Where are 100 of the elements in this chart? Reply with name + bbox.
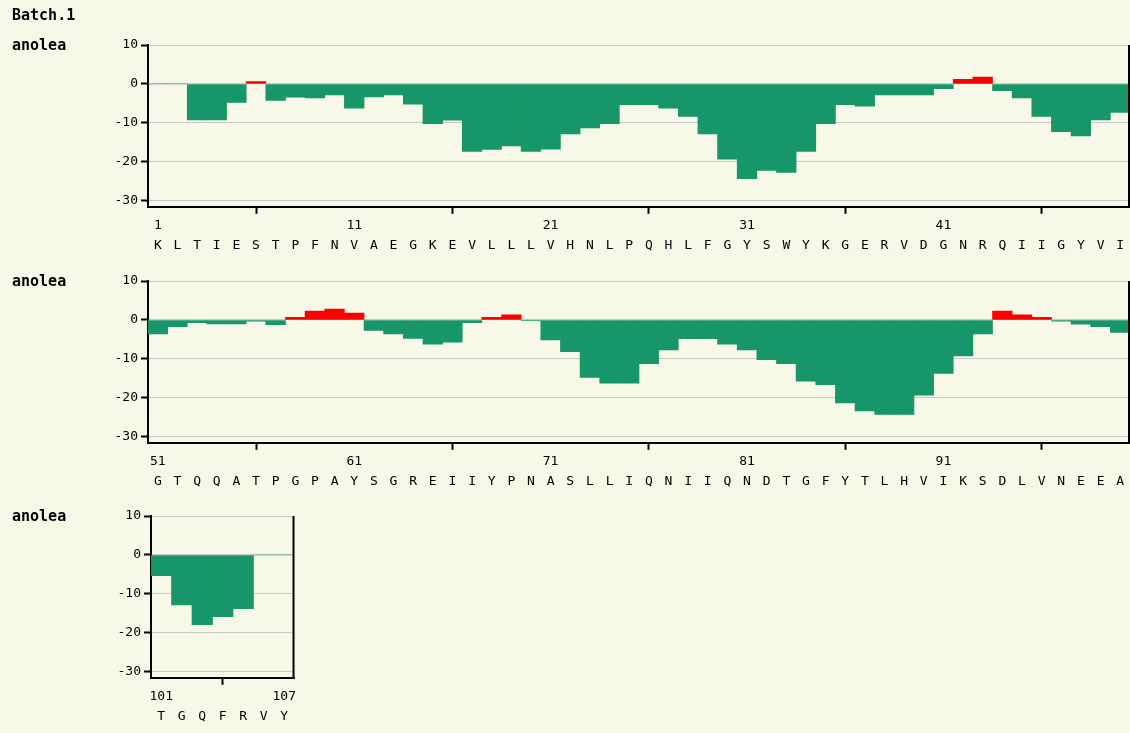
x2-tick-label: 21 xyxy=(542,216,559,232)
x-tick-label: Q xyxy=(193,472,202,488)
x-tick-label: E xyxy=(428,472,437,488)
x-tick-label: G xyxy=(177,707,186,723)
x-tick-label: Y xyxy=(487,472,496,488)
x-tick-label: G xyxy=(802,472,811,488)
x2-tick-label: 41 xyxy=(935,216,952,232)
x-tick-label: E xyxy=(860,236,869,252)
x-tick-label: I xyxy=(684,472,693,488)
y-axis-title: anolea xyxy=(12,272,67,290)
x-tick-label: N xyxy=(585,236,594,252)
x-tick-label: G xyxy=(723,236,732,252)
x-tick-label: G xyxy=(841,236,850,252)
x-tick-label: F xyxy=(821,472,830,488)
x-tick-label: L xyxy=(605,236,614,252)
y-tick-label: 0 xyxy=(130,311,138,327)
x-tick-label: F xyxy=(311,236,320,252)
x-tick-label: A xyxy=(369,236,378,252)
x2-tick-label: 31 xyxy=(739,216,755,232)
x-tick-label: K xyxy=(821,236,830,252)
x-tick-label: T xyxy=(252,472,261,488)
x-tick-label: I xyxy=(703,472,712,488)
x2-tick-label: 101 xyxy=(149,687,173,703)
x-tick-label: Q xyxy=(644,236,653,252)
x-tick-label: E xyxy=(232,236,241,252)
x-tick-label: S xyxy=(978,472,987,488)
x-tick-label: N xyxy=(743,472,751,488)
x-tick-label: P xyxy=(311,472,320,488)
x-tick-label: N xyxy=(959,236,967,252)
x-tick-label: D xyxy=(919,236,928,252)
x-tick-label: Q xyxy=(998,236,1007,252)
x-tick-label: G xyxy=(291,472,300,488)
x-tick-label: E xyxy=(389,236,398,252)
x-tick-label: Y xyxy=(350,472,359,488)
x-tick-label: P xyxy=(507,472,516,488)
x-tick-label: V xyxy=(546,236,555,252)
y-tick-label: 0 xyxy=(133,546,141,562)
y-tick-label: -20 xyxy=(114,153,138,169)
x-tick-label: V xyxy=(900,236,909,252)
x-tick-label: N xyxy=(1057,472,1066,488)
x-tick-label: A xyxy=(330,472,339,488)
x-tick-label: I xyxy=(212,236,221,252)
x-tick-label: I xyxy=(625,472,634,488)
x-tick-label: L xyxy=(507,236,516,252)
y-axis-title: anolea xyxy=(12,36,67,54)
y-tick-label: 0 xyxy=(130,75,138,91)
y-tick-label: -20 xyxy=(114,389,138,405)
x-tick-label: D xyxy=(998,472,1007,488)
bar xyxy=(245,81,267,84)
y-tick-label: -10 xyxy=(114,350,138,366)
x-tick-label: Q xyxy=(723,472,732,488)
x-tick-label: N xyxy=(527,472,535,488)
x-tick-label: H xyxy=(664,236,673,252)
x-tick-label: N xyxy=(330,236,339,252)
x2-tick-label: 61 xyxy=(346,452,363,468)
x-tick-label: V xyxy=(468,236,477,252)
x-tick-label: P xyxy=(625,236,634,252)
x-tick-label: E xyxy=(1096,472,1105,488)
x-tick-label: T xyxy=(157,707,166,723)
x2-tick-label: 11 xyxy=(346,216,363,232)
x-tick-label: I xyxy=(1037,236,1046,252)
x-tick-label: T xyxy=(860,472,869,488)
x-tick-label: D xyxy=(762,472,771,488)
x-tick-label: G xyxy=(1057,236,1066,252)
x2-tick-label: 91 xyxy=(935,452,952,468)
x-tick-label: E xyxy=(448,236,457,252)
x-tick-label: V xyxy=(259,707,268,723)
y-tick-label: -30 xyxy=(114,192,138,208)
x-tick-label: R xyxy=(409,472,418,488)
x-tick-label: I xyxy=(1018,236,1026,252)
x-tick-label: K xyxy=(959,472,968,488)
x-tick-label: S xyxy=(369,472,378,488)
x2-tick-label: 81 xyxy=(739,452,755,468)
x-tick-label: Y xyxy=(743,236,752,252)
x-tick-label: T xyxy=(271,236,280,252)
x-tick-label: Y xyxy=(841,472,850,488)
y-tick-label: 10 xyxy=(122,36,138,52)
x-tick-label: F xyxy=(703,236,712,252)
x-tick-label: I xyxy=(939,472,948,488)
x-tick-label: L xyxy=(173,236,182,252)
x-tick-label: P xyxy=(271,472,280,488)
x2-tick-label: 71 xyxy=(542,452,559,468)
x-tick-label: K xyxy=(153,236,162,252)
x-tick-label: R xyxy=(239,707,248,723)
x-tick-label: T xyxy=(173,472,182,488)
x-tick-label: A xyxy=(232,472,241,488)
x-tick-label: T xyxy=(782,472,791,488)
x-tick-label: L xyxy=(527,236,536,252)
x-tick-label: I xyxy=(448,472,457,488)
x-tick-label: G xyxy=(409,236,418,252)
x-tick-label: V xyxy=(350,236,359,252)
x-tick-label: H xyxy=(900,472,909,488)
x-tick-label: G xyxy=(153,472,162,488)
x-tick-label: L xyxy=(605,472,614,488)
x-tick-label: V xyxy=(919,472,928,488)
x-tick-label: Y xyxy=(280,707,289,723)
x-tick-label: Q xyxy=(198,707,207,723)
y-tick-label: -30 xyxy=(114,428,138,444)
x-tick-label: G xyxy=(389,472,398,488)
x-tick-label: Q xyxy=(212,472,221,488)
